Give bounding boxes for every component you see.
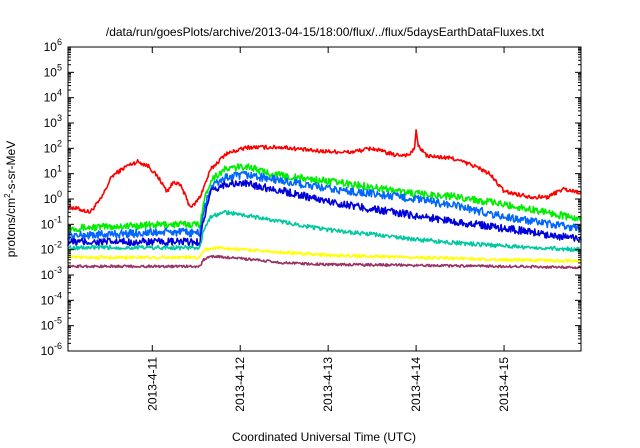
y-tick-label: 102 (44, 138, 62, 155)
x-tick-label: 2013-4-15 (497, 357, 511, 412)
y-tick-label: 10-5 (41, 316, 62, 333)
series-line (67, 163, 582, 233)
y-tick-label: 103 (44, 113, 62, 130)
y-tick-label: 10-3 (41, 265, 62, 282)
y-tick-label: 10-2 (41, 240, 62, 257)
x-tick-label: 2013-4-11 (145, 357, 159, 411)
series-line (67, 129, 582, 214)
y-tick-label: 10-4 (41, 290, 62, 307)
y-tick-label: 106 (44, 37, 62, 54)
y-tick-label: 10-1 (41, 214, 62, 231)
series-line (67, 179, 582, 247)
x-tick-label: 2013-4-12 (233, 357, 247, 412)
y-tick-label: 101 (44, 164, 62, 181)
chart-title: /data/run/goesPlots/archive/2013-04-15/1… (106, 25, 545, 39)
x-tick-label: 2013-4-14 (409, 357, 423, 412)
series-line (67, 170, 582, 241)
y-tick-label: 105 (44, 62, 62, 79)
y-tick-label: 10-6 (41, 341, 62, 358)
plot-series-group (67, 129, 582, 270)
y-axis: 10-6 10-5 10-4 10-3 10-2 10-1 100 101 102 103 104 1… (41, 37, 581, 358)
y-tick-label: 100 (44, 189, 62, 206)
series-line (67, 245, 582, 264)
x-tick-label: 2013-4-13 (321, 357, 335, 412)
y-tick-label: 104 (44, 88, 62, 105)
y-axis-label: protons/cm2-s-sr-MeV (3, 141, 18, 257)
series-line (67, 209, 582, 253)
x-axis-label: Coordinated Universal Time (UTC) (232, 430, 416, 444)
series-line (67, 254, 582, 270)
x-axis: 2013-4-11 2013-4-12 2013-4-13 2013-4-14 2013… (145, 47, 511, 412)
